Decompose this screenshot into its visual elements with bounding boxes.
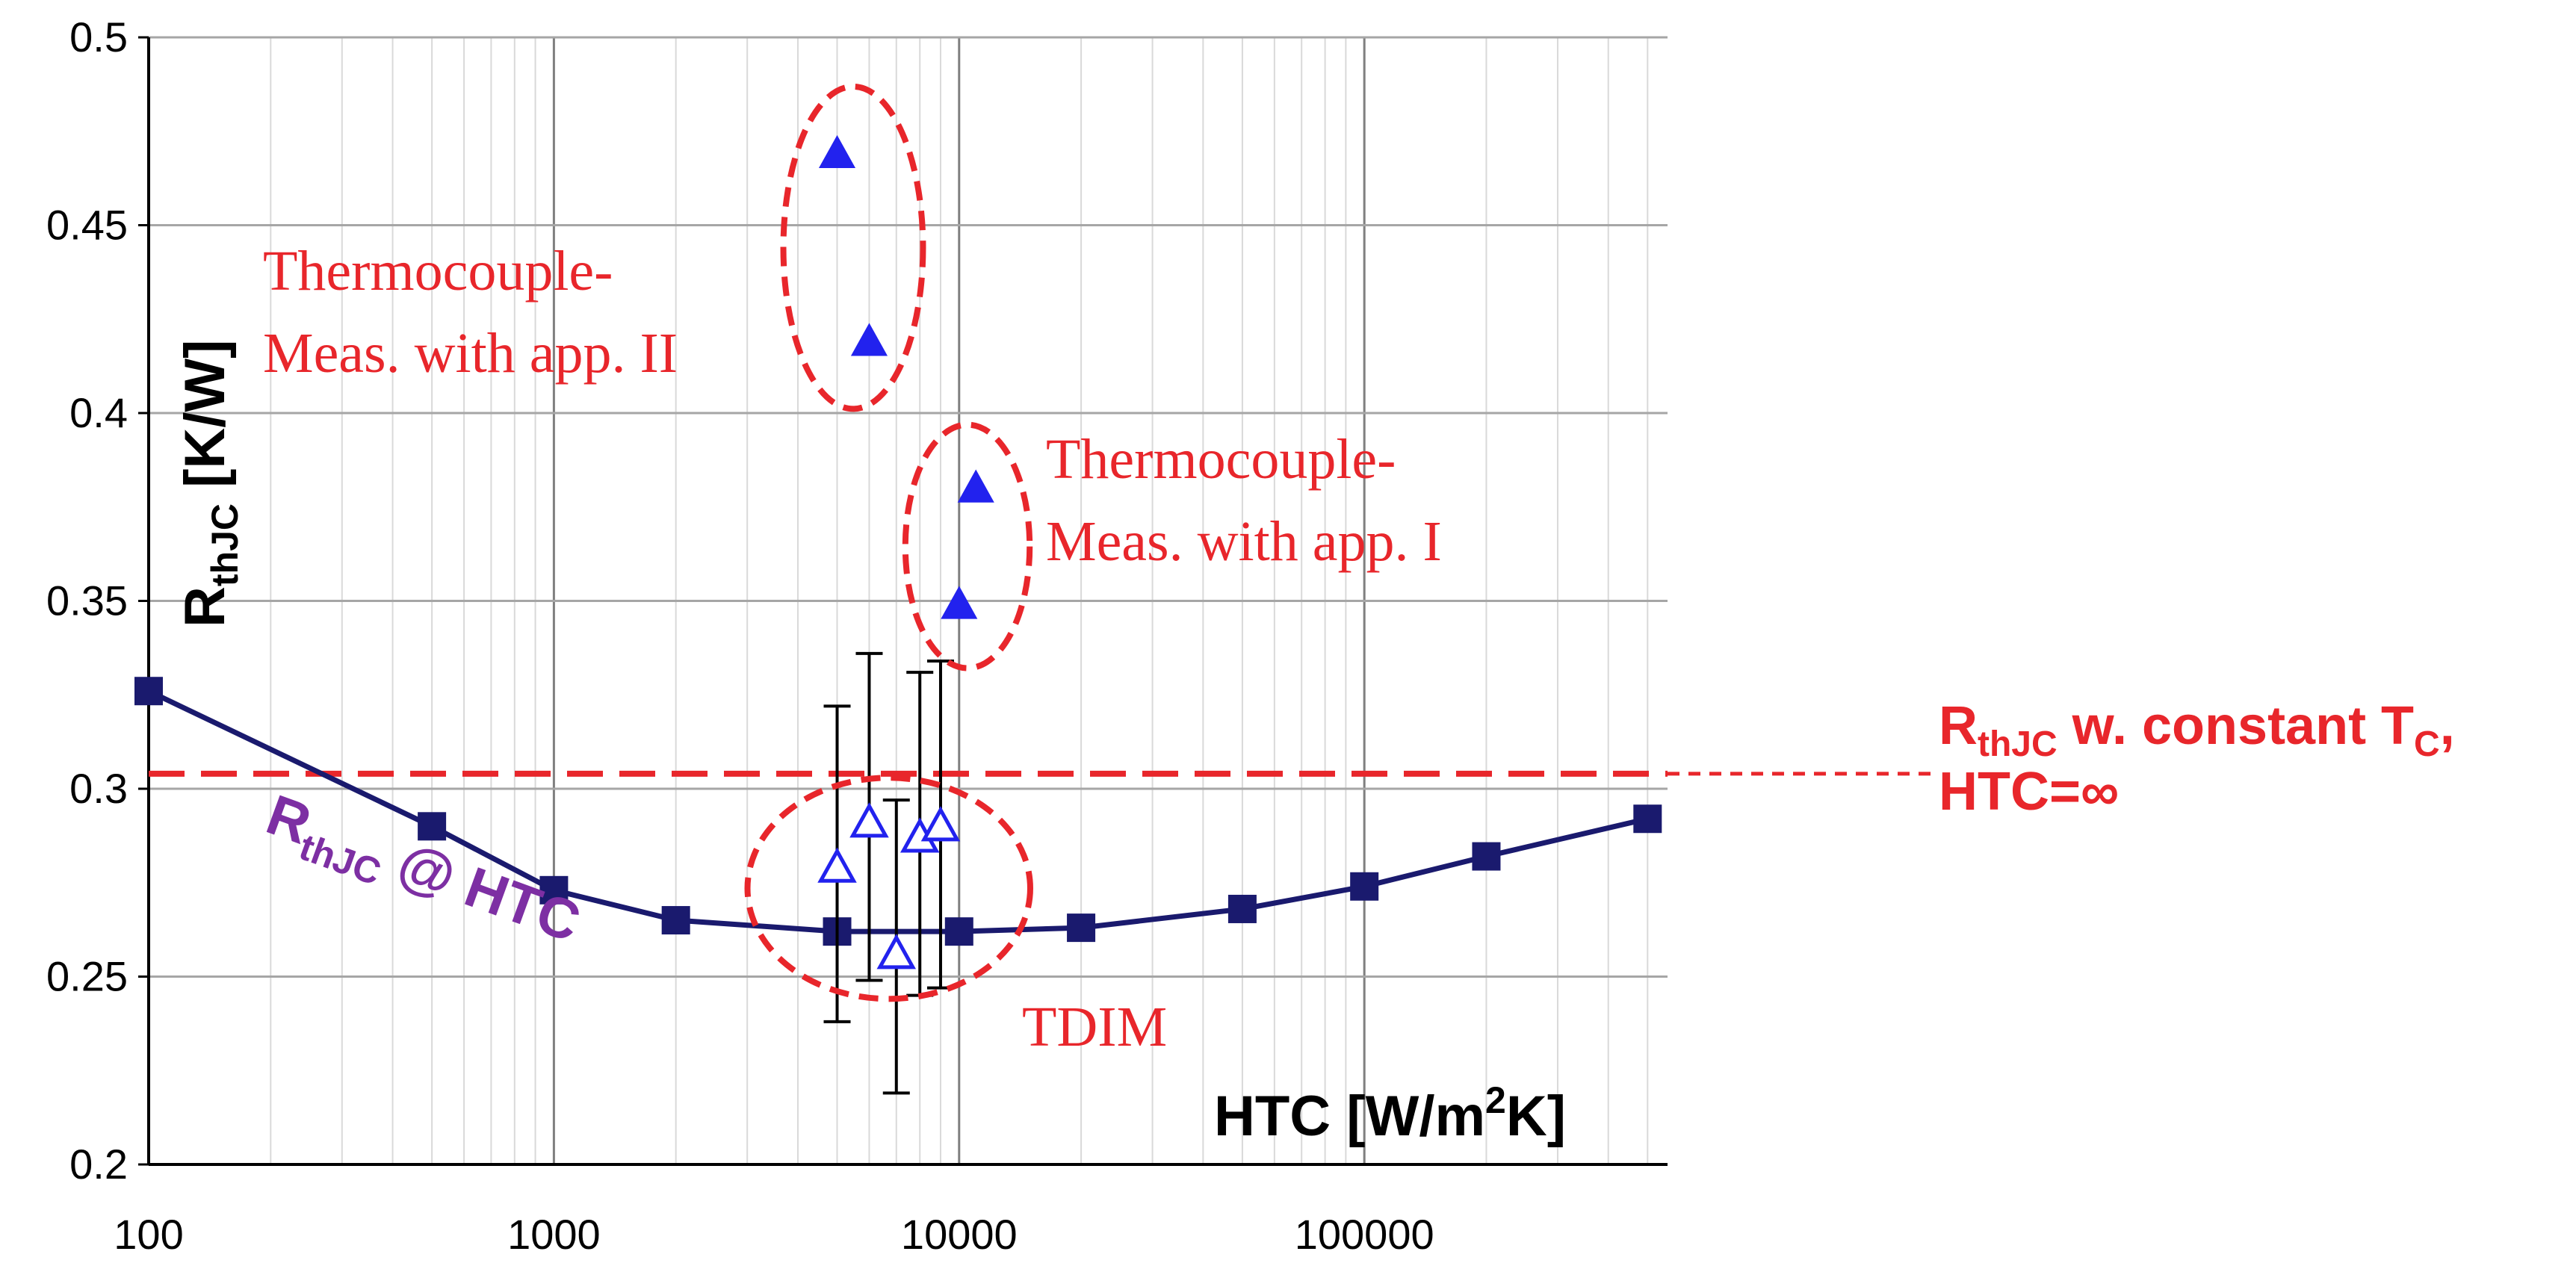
axes <box>138 36 1668 1166</box>
square-marker <box>539 875 569 905</box>
square-marker <box>1067 913 1096 943</box>
y-tick-label: 0.4 <box>69 389 128 436</box>
filled-triangle-marker <box>818 134 856 169</box>
reference-label-sub2: C <box>2414 725 2440 764</box>
app2-label-line2: Meas. with app. II <box>263 322 678 385</box>
square-marker <box>1633 804 1662 834</box>
tdim-label: TDIM <box>1022 996 1167 1058</box>
x-axis-label-main: HTC [W/m <box>1214 1085 1485 1148</box>
x-tick-label: 10000 <box>901 1211 1018 1258</box>
open-triangle-marker <box>920 806 961 842</box>
x-tick-label: 1000 <box>507 1211 601 1258</box>
app1-label-line1: Thermocouple- <box>1046 428 1396 491</box>
y-tick-label: 0.2 <box>69 1141 128 1188</box>
y-tick-label: 0.35 <box>46 577 128 624</box>
x-axis-label-tail: K] <box>1506 1085 1566 1148</box>
reference-label-end: , <box>2440 696 2455 756</box>
app2-label-line1: Thermocouple- <box>263 240 613 303</box>
y-axis-label-main: R <box>173 586 237 627</box>
y-tick-label: 0.3 <box>69 765 128 812</box>
rthjc-curve-group <box>134 677 1662 946</box>
triangle-markers <box>817 134 994 970</box>
open-triangle-marker <box>817 847 857 883</box>
open-triangle-marker <box>849 802 889 838</box>
square-marker <box>1350 872 1379 901</box>
y-tick-label: 0.25 <box>46 953 128 1000</box>
tdim-ellipse <box>744 775 1033 1002</box>
filled-triangle-marker <box>850 323 888 356</box>
open-triangle-marker <box>876 934 917 970</box>
filled-triangle-marker <box>941 586 978 619</box>
x-tick-labels: 100 1000 10000 100000 <box>114 1211 1434 1258</box>
x-axis-label: HTC [W/m2K] <box>1214 1079 1566 1148</box>
reference-label-r: R <box>1939 696 1978 756</box>
x-tick-label: 100000 <box>1295 1211 1434 1258</box>
reference-label-line2: HTC=∞ <box>1939 762 2119 822</box>
reference-label-line1: RthJC w. constant TC, <box>1939 696 2455 764</box>
square-marker <box>1227 894 1257 923</box>
app2-ellipse <box>780 83 926 412</box>
square-marker <box>418 812 447 841</box>
filled-triangle-marker <box>957 469 994 503</box>
x-tick-label: 100 <box>114 1211 183 1258</box>
y-tick-labels: 0.2 0.25 0.3 0.35 0.4 0.45 0.5 <box>46 13 128 1188</box>
square-marker <box>944 917 973 946</box>
svg-text:RthJC [K/W]: RthJC [K/W] <box>173 340 246 627</box>
y-tick-label: 0.5 <box>69 13 128 61</box>
app1-label-line2: Meas. with app. I <box>1046 510 1442 573</box>
reference-label-mid: w. constant T <box>2058 696 2414 756</box>
square-marker <box>134 677 163 706</box>
annotation-ellipses <box>744 83 1033 1002</box>
reference-label-sub: thJC <box>1978 725 2058 764</box>
y-axis-label: RthJC [K/W] <box>173 340 246 627</box>
y-axis-label-tail: [K/W] <box>173 340 237 503</box>
y-tick-label: 0.45 <box>46 202 128 249</box>
x-axis-label-sup: 2 <box>1485 1079 1506 1121</box>
y-axis-label-sub: thJC <box>204 503 246 586</box>
square-marker <box>1472 842 1501 871</box>
square-marker <box>661 906 690 935</box>
